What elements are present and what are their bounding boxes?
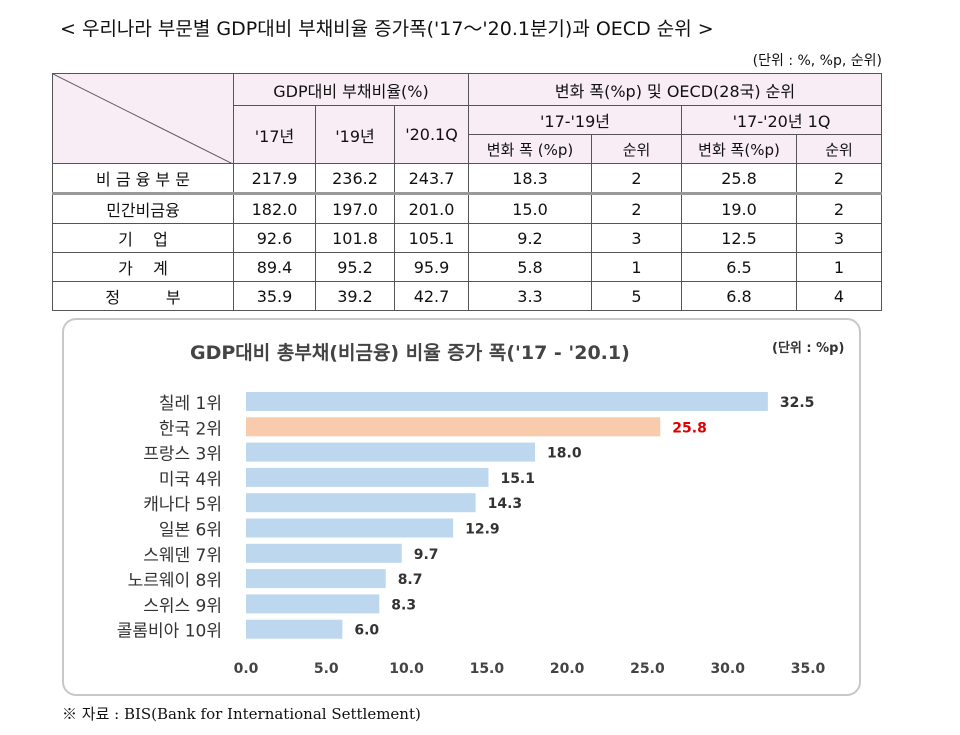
x-tick-label: 20.0 — [550, 661, 585, 677]
table-cell: 217.9 — [233, 163, 316, 195]
header-17-20q1: '17-'20년 1Q — [681, 105, 882, 135]
table-cell: 201.0 — [394, 193, 469, 224]
header-change-1: 변화 폭 (%p) — [468, 134, 592, 164]
bar — [246, 569, 386, 589]
table-cell: 39.2 — [315, 281, 395, 311]
chart-panel — [62, 318, 861, 696]
chart-unit: (단위 : %p) — [772, 341, 845, 356]
data-label: 8.3 — [391, 597, 416, 613]
table-cell: 18.3 — [468, 163, 592, 195]
bar — [246, 543, 402, 563]
table-cell: 95.2 — [315, 252, 395, 282]
data-label: 8.7 — [398, 572, 423, 588]
bar — [246, 594, 380, 614]
header-rank-2: 순위 — [796, 134, 882, 164]
row-label: 정 부 — [52, 281, 234, 311]
table-cell: 236.2 — [315, 163, 395, 195]
unit-note: (단위 : %, %p, 순위) — [752, 53, 882, 69]
header-17: '17년 — [233, 105, 316, 164]
category-label: 콜롬비아 10위 — [117, 622, 222, 642]
category-label: 스웨덴 7위 — [143, 546, 222, 566]
data-label: 12.9 — [465, 522, 500, 538]
bar — [246, 619, 343, 639]
header-19: '19년 — [315, 105, 395, 164]
table-cell: 35.9 — [233, 281, 316, 311]
x-tick-label: 5.0 — [314, 661, 339, 677]
data-label: 9.7 — [414, 547, 439, 563]
category-label: 칠레 1위 — [159, 394, 222, 414]
category-label: 노르웨이 8위 — [128, 571, 222, 591]
data-label: 6.0 — [354, 623, 379, 639]
x-tick-label: 30.0 — [710, 661, 745, 677]
table-cell: 25.8 — [681, 163, 797, 195]
table-row: 정 부 35.9 39.2 42.7 3.3 5 6.8 4 — [52, 281, 882, 311]
data-label: 18.0 — [547, 446, 582, 462]
header-change-2: 변화 폭(%p) — [681, 134, 797, 164]
table-cell: 101.8 — [315, 223, 395, 253]
header-20q1: '20.1Q — [394, 105, 469, 164]
header-gdp-ratio: GDP대비 부채비율(%) — [233, 73, 469, 106]
category-label: 일본 6위 — [159, 521, 222, 541]
table-row: 가 계 89.4 95.2 95.9 5.8 1 6.5 1 — [52, 252, 882, 282]
table-cell: 6.8 — [681, 281, 797, 311]
corner-cell — [52, 73, 234, 164]
document-title: < 우리나라 부문별 GDP대비 부채비율 증가폭('17～'20.1분기)과 … — [60, 18, 714, 40]
category-label: 스위스 9위 — [143, 596, 222, 616]
bar — [246, 417, 661, 437]
x-tick-label: 10.0 — [389, 661, 424, 677]
bar — [246, 467, 489, 487]
bar — [246, 392, 768, 411]
bar — [246, 442, 536, 462]
data-label: 25.8 — [672, 420, 707, 436]
x-tick-label: 35.0 — [791, 661, 826, 677]
table-cell: 243.7 — [394, 163, 469, 195]
table-cell: 2 — [796, 193, 882, 224]
row-label: 기 업 — [52, 223, 234, 253]
data-label: 14.3 — [488, 496, 523, 512]
table-cell: 2 — [796, 163, 882, 195]
table-cell: 3.3 — [468, 281, 592, 311]
table-cell: 92.6 — [233, 223, 316, 253]
category-label: 캐나다 5위 — [143, 495, 222, 515]
data-label: 15.1 — [500, 471, 535, 487]
data-label: 32.5 — [780, 395, 815, 411]
table-cell: 1 — [796, 252, 882, 282]
debt-ratio-table: GDP대비 부채비율(%) 변화 폭(%p) 및 OECD(28국) 순위 '1… — [52, 73, 882, 311]
row-label: 민간비금융 — [52, 193, 234, 224]
table-row: 민간비금융 182.0 197.0 201.0 15.0 2 19.0 2 — [52, 193, 882, 224]
table-cell: 4 — [796, 281, 882, 311]
diagonal-line — [53, 74, 233, 164]
category-label: 미국 4위 — [159, 470, 222, 490]
row-label: 비 금 융 부 문 — [52, 163, 234, 195]
x-tick-label: 15.0 — [470, 661, 505, 677]
x-tick-label: 0.0 — [234, 661, 259, 677]
table-cell: 5 — [591, 281, 682, 311]
table-cell: 2 — [591, 193, 682, 224]
table-cell: 89.4 — [233, 252, 316, 282]
table-row: 비 금 융 부 문 217.9 236.2 243.7 18.3 2 25.8 2 — [52, 163, 882, 195]
table-cell: 12.5 — [681, 223, 797, 253]
category-label: 한국 2위 — [159, 419, 222, 439]
bar — [246, 518, 454, 538]
bar — [246, 493, 476, 513]
x-tick-label: 25.0 — [630, 661, 665, 677]
table-cell: 95.9 — [394, 252, 469, 282]
category-label: 프랑스 3위 — [143, 445, 222, 465]
chart-title: GDP대비 총부채(비금융) 비율 증가 폭('17 - '20.1) — [190, 342, 630, 364]
source-note: ※ 자료 : BIS(Bank for International Settle… — [62, 705, 421, 723]
